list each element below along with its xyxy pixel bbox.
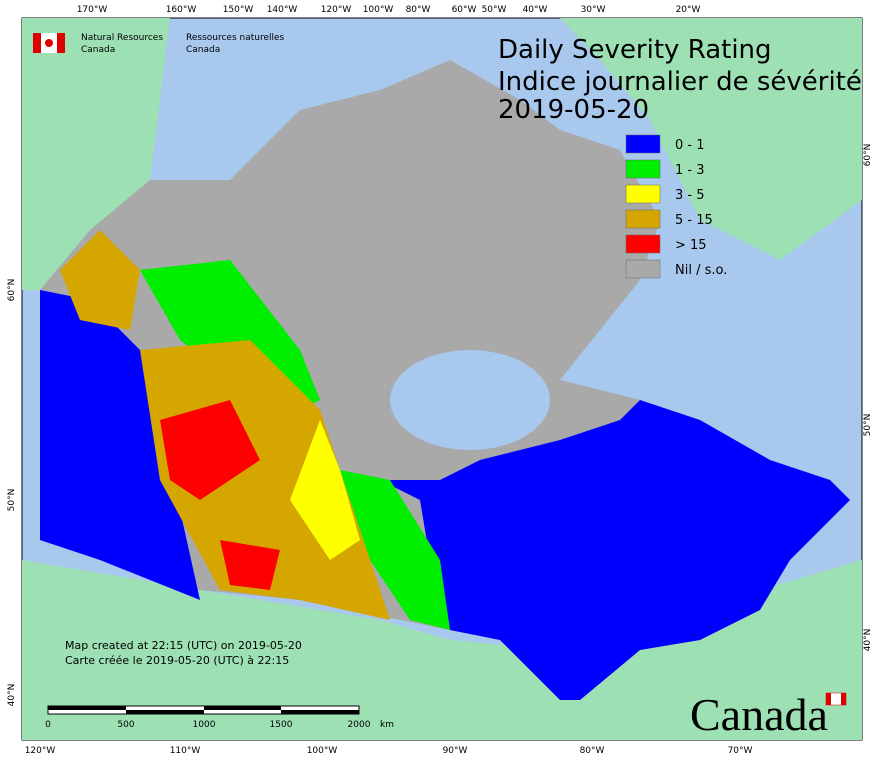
title-fr: Indice journalier de sévérité bbox=[498, 67, 862, 97]
lon-label: 40°W bbox=[523, 5, 548, 15]
scale-label: 500 bbox=[117, 720, 134, 730]
lat-label: 40°N bbox=[7, 684, 17, 707]
title: Daily Severity Rating bbox=[498, 35, 772, 65]
legend-swatch bbox=[625, 184, 661, 204]
legend-label: 5 - 15 bbox=[675, 213, 713, 228]
legend-swatch bbox=[625, 209, 661, 229]
legend-label: Nil / s.o. bbox=[675, 263, 727, 278]
scale-label: 1000 bbox=[193, 720, 216, 730]
wordmark: Canada bbox=[690, 689, 828, 740]
lon-label: 100°W bbox=[363, 5, 394, 15]
scale-unit: km bbox=[380, 720, 394, 730]
lon-label: 20°W bbox=[676, 5, 701, 15]
land bbox=[22, 18, 862, 740]
lon-label: 70°W bbox=[728, 746, 753, 756]
scale-label: 0 bbox=[45, 720, 51, 730]
lon-label: 60°W bbox=[452, 5, 477, 15]
scale-seg bbox=[48, 706, 126, 710]
flag-bar bbox=[33, 33, 41, 53]
agency: Natural Resources Canada Ressources natu… bbox=[33, 33, 285, 55]
scale-seg bbox=[204, 706, 281, 710]
legend-swatch bbox=[625, 234, 661, 254]
legend-swatch bbox=[625, 134, 661, 154]
lon-label: 80°W bbox=[580, 746, 605, 756]
flag-bar bbox=[826, 693, 831, 705]
lat-label: 50°N bbox=[7, 489, 17, 512]
lon-label: 90°W bbox=[443, 746, 468, 756]
lon-label: 110°W bbox=[170, 746, 201, 756]
legend-label: 1 - 3 bbox=[675, 163, 705, 178]
legend-swatch bbox=[625, 159, 661, 179]
created-en: Map created at 22:15 (UTC) on 2019-05-20 bbox=[65, 639, 302, 652]
lat-label: 50°N bbox=[863, 414, 873, 437]
agency-fr: Ressources naturelles bbox=[186, 33, 285, 43]
scale-bar: 0 500 1000 1500 2000 km bbox=[45, 705, 394, 730]
lat-label: 60°N bbox=[7, 279, 17, 302]
lon-label: 140°W bbox=[267, 5, 298, 15]
date: 2019-05-20 bbox=[498, 95, 649, 125]
lat-label: 40°N bbox=[863, 629, 873, 652]
agency-fr: Canada bbox=[186, 45, 220, 55]
flag-bar bbox=[57, 33, 65, 53]
legend-label: 3 - 5 bbox=[675, 188, 705, 203]
lat-label: 60°N bbox=[863, 144, 873, 167]
flag-leaf bbox=[45, 39, 53, 47]
lon-label: 150°W bbox=[223, 5, 254, 15]
lon-label: 50°W bbox=[482, 5, 507, 15]
scale-label: 1500 bbox=[270, 720, 293, 730]
lon-label: 120°W bbox=[321, 5, 352, 15]
scale-seg bbox=[281, 710, 359, 714]
lon-label: 30°W bbox=[581, 5, 606, 15]
legend: 0 - 1 1 - 3 3 - 5 5 - 15 > 15 Nil / s.o. bbox=[625, 134, 727, 279]
legend-swatch bbox=[625, 259, 661, 279]
flag-bar bbox=[841, 693, 846, 705]
scale-label: 2000 bbox=[348, 720, 371, 730]
created-fr: Carte créée le 2019-05-20 (UTC) à 22:15 bbox=[65, 654, 289, 667]
legend-label: > 15 bbox=[675, 238, 707, 253]
legend-label: 0 - 1 bbox=[675, 138, 705, 153]
lon-label: 170°W bbox=[77, 5, 108, 15]
lon-label: 100°W bbox=[307, 746, 338, 756]
graticule-labels: 170°W 160°W 150°W 140°W 120°W 100°W 80°W… bbox=[7, 5, 873, 756]
lon-label: 160°W bbox=[166, 5, 197, 15]
lon-label: 120°W bbox=[25, 746, 56, 756]
agency-en: Canada bbox=[81, 45, 115, 55]
lon-label: 80°W bbox=[406, 5, 431, 15]
scale-seg bbox=[126, 710, 204, 714]
agency-en: Natural Resources bbox=[81, 33, 163, 43]
